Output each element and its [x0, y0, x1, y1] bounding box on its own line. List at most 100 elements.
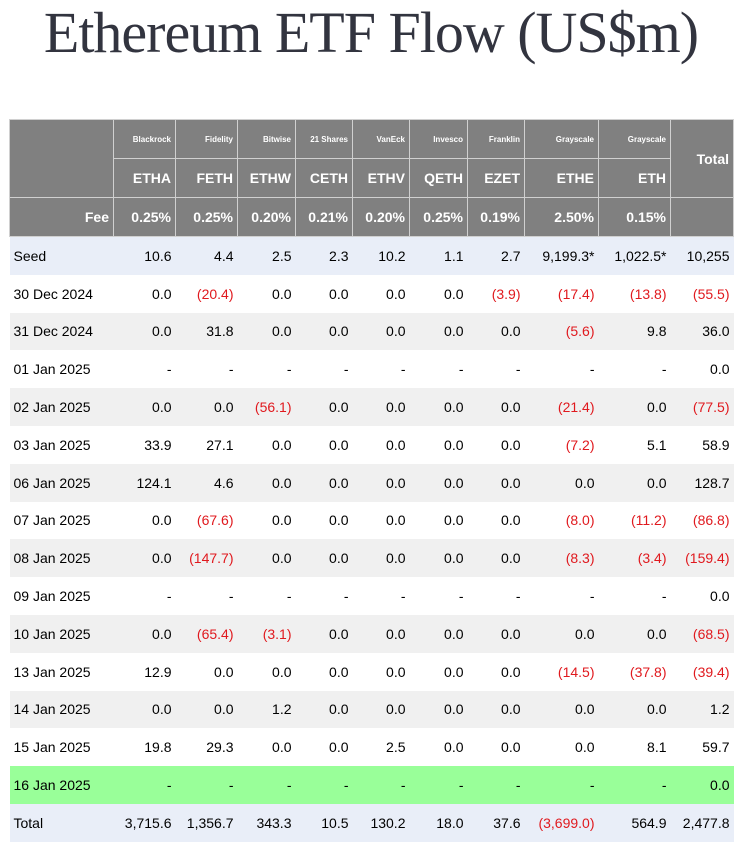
header-corner-cell	[9, 119, 114, 198]
table-row: 15 Jan 2025 19.8 29.3 0.0 0.0 2.5 0.0 0.0 0.0 8.1…	[9, 728, 734, 767]
seed-row: Seed 10.6 4.4 2.5 2.3 10.2 1.1 2.7 9,199.3* 1,022…	[9, 236, 734, 275]
flow-value-cell: 9,199.3*	[524, 236, 599, 275]
flow-value-cell: 0.0	[598, 690, 671, 729]
issuer-header-cell: VanEck	[352, 119, 410, 159]
fee-cell: 0.19%	[467, 197, 525, 237]
ticker-header-cell: ETHV	[352, 158, 410, 198]
flow-value-cell: 0.0	[352, 425, 410, 464]
flow-value-cell: 0.0	[295, 728, 353, 767]
row-total-cell: 59.7	[670, 728, 734, 767]
row-total-cell: 10,255	[670, 236, 734, 275]
flow-value-cell: -	[295, 350, 353, 389]
fee-label-cell: Fee	[9, 197, 114, 237]
flow-value-cell: -	[409, 350, 468, 389]
flow-value-cell: 0.0	[467, 614, 525, 653]
flow-value-cell: (5.6)	[524, 312, 599, 351]
row-total-cell: 0.0	[670, 577, 734, 615]
flow-value-cell: 0.0	[237, 274, 296, 313]
flow-value-cell: (17.4)	[524, 274, 599, 313]
row-total-cell: (159.4)	[670, 539, 734, 578]
flow-value-cell: 2.5	[237, 236, 296, 275]
issuer-header-cell: Fidelity	[175, 119, 238, 159]
fee-cell: 0.25%	[409, 197, 468, 237]
ticker-header-cell: ETHA	[113, 158, 176, 198]
flow-value-cell: 10.5	[295, 803, 353, 842]
table-row: 10 Jan 2025 0.0 (65.4) (3.1) 0.0 0.0 0.0 0.0 0.0…	[9, 614, 734, 653]
row-total-cell: 36.0	[670, 312, 734, 351]
flow-value-cell: 0.0	[352, 388, 410, 426]
flow-value-cell: 564.9	[598, 803, 671, 842]
flow-value-cell: (3,699.0)	[524, 803, 599, 842]
flow-value-cell: (20.4)	[175, 274, 238, 313]
fee-cell: 0.20%	[237, 197, 296, 237]
flow-value-cell: 0.0	[295, 388, 353, 426]
flow-value-cell: 0.0	[467, 463, 525, 502]
issuer-header-cell: Bitwise	[237, 119, 296, 159]
flow-value-cell: -	[113, 766, 176, 804]
row-total-cell: 1.2	[670, 690, 734, 729]
total-header-cell: Total	[670, 119, 734, 198]
flow-value-cell: 0.0	[237, 501, 296, 540]
flow-value-cell: (3.1)	[237, 614, 296, 653]
row-total-cell: 2,477.8	[670, 803, 734, 842]
flow-value-cell: -	[352, 766, 410, 804]
issuer-header-row: Blackrock Fidelity Bitwise 21 Shares VanEck I…	[9, 119, 734, 198]
flow-value-cell: -	[295, 577, 353, 615]
fee-cell: 2.50%	[524, 197, 599, 237]
issuer-header-cell: Grayscale	[598, 119, 671, 159]
flow-value-cell: -	[113, 350, 176, 389]
flow-value-cell: 0.0	[409, 425, 468, 464]
flow-value-cell: (56.1)	[237, 388, 296, 426]
ticker-header-cell: ETH	[598, 158, 671, 198]
flow-value-cell: 0.0	[113, 501, 176, 540]
flow-value-cell: 27.1	[175, 425, 238, 464]
fee-total-empty-cell	[670, 197, 734, 237]
flow-value-cell: 0.0	[295, 652, 353, 691]
flow-value-cell: 2.5	[352, 728, 410, 767]
table-row: 02 Jan 2025 0.0 0.0 (56.1) 0.0 0.0 0.0 0.0 (21.4…	[9, 388, 734, 426]
flow-value-cell: 0.0	[467, 652, 525, 691]
flow-value-cell: 0.0	[175, 388, 238, 426]
row-total-cell: (77.5)	[670, 388, 734, 426]
flow-value-cell: 0.0	[467, 728, 525, 767]
flow-value-cell: 0.0	[409, 539, 468, 578]
flow-value-cell: -	[175, 766, 238, 804]
flow-value-cell: 0.0	[237, 652, 296, 691]
flow-value-cell: -	[467, 350, 525, 389]
table-row: 06 Jan 2025 124.1 4.6 0.0 0.0 0.0 0.0 0.0 0.0 0.0…	[9, 463, 734, 502]
flow-value-cell: 0.0	[113, 614, 176, 653]
row-label-cell: 09 Jan 2025	[9, 577, 114, 615]
flow-value-cell: 0.0	[467, 425, 525, 464]
flow-value-cell: -	[524, 350, 599, 389]
flow-value-cell: 0.0	[295, 614, 353, 653]
row-label-cell: 16 Jan 2025	[9, 766, 114, 804]
flow-value-cell: -	[409, 577, 468, 615]
flow-value-cell: 0.0	[409, 652, 468, 691]
ticker-header-cell: QETH	[409, 158, 468, 198]
ticker-header-row: ETHA FETH ETHW CETH ETHV QETH EZET ETHE ETH	[10, 158, 734, 198]
flow-value-cell: -	[237, 577, 296, 615]
row-total-cell: 58.9	[670, 425, 734, 464]
flow-value-cell: -	[598, 350, 671, 389]
flow-value-cell: 12.9	[113, 652, 176, 691]
flow-value-cell: 0.0	[524, 614, 599, 653]
flow-value-cell: (13.8)	[598, 274, 671, 313]
flow-value-cell: 0.0	[295, 539, 353, 578]
flow-value-cell: 4.4	[175, 236, 238, 275]
flow-value-cell: 0.0	[598, 614, 671, 653]
flow-value-cell: 3,715.6	[113, 803, 176, 842]
flow-value-cell: 0.0	[524, 690, 599, 729]
flow-value-cell: (3.4)	[598, 539, 671, 578]
flow-value-cell: (11.2)	[598, 501, 671, 540]
flow-value-cell: 0.0	[467, 539, 525, 578]
flow-value-cell: 124.1	[113, 463, 176, 502]
row-label-cell: 13 Jan 2025	[9, 652, 114, 691]
fee-cell: 0.25%	[175, 197, 238, 237]
fee-cell: 0.25%	[113, 197, 176, 237]
flow-value-cell: 0.0	[237, 728, 296, 767]
row-label-cell: 08 Jan 2025	[9, 539, 114, 578]
flow-value-cell: 0.0	[352, 539, 410, 578]
row-label-cell: 03 Jan 2025	[9, 425, 114, 464]
issuer-header-cell: Invesco	[409, 119, 468, 159]
row-total-cell: (55.5)	[670, 274, 734, 313]
